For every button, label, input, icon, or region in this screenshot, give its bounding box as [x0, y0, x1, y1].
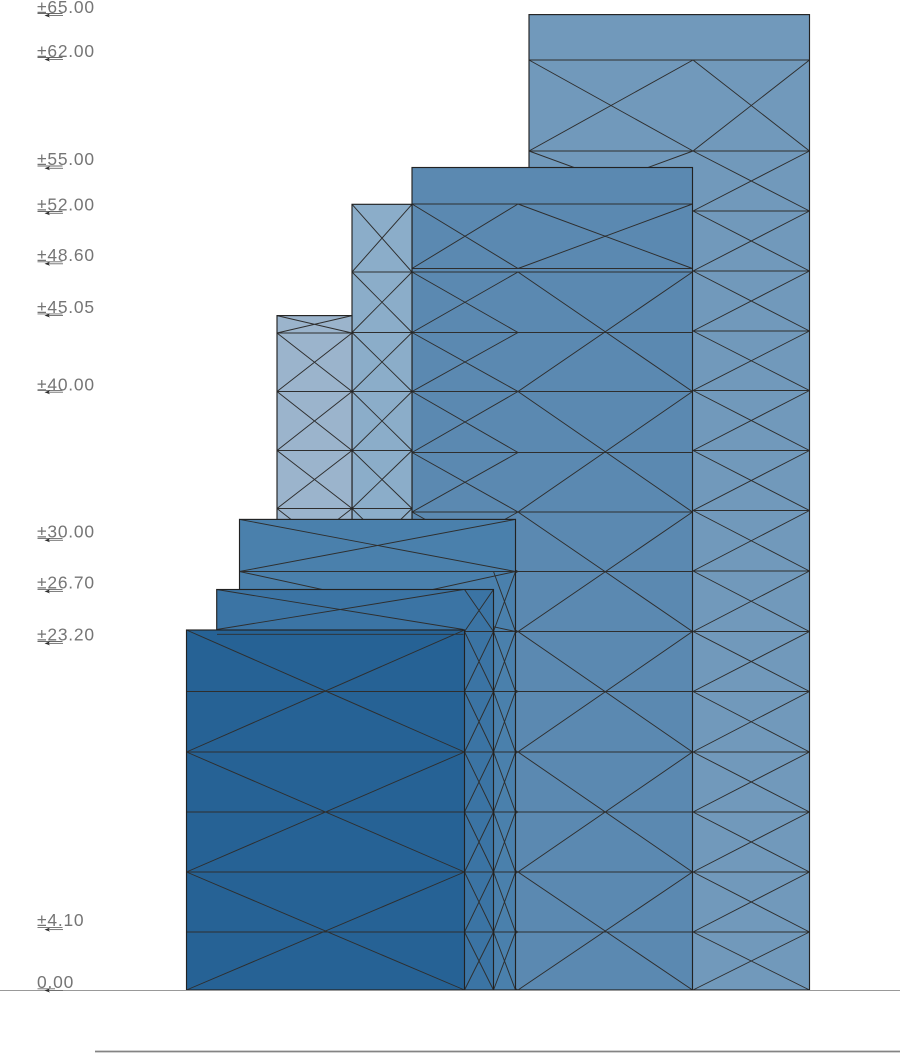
- svg-text:±26.70: ±26.70: [37, 573, 95, 593]
- svg-text:±45.05: ±45.05: [37, 297, 95, 317]
- svg-text:±48.60: ±48.60: [37, 245, 95, 265]
- svg-text:±30.00: ±30.00: [37, 521, 95, 541]
- svg-text:±62.00: ±62.00: [37, 41, 95, 61]
- svg-text:±52.00: ±52.00: [37, 195, 95, 215]
- svg-text:±23.20: ±23.20: [37, 625, 95, 645]
- svg-text:±40.00: ±40.00: [37, 374, 95, 394]
- svg-text:0.00: 0.00: [37, 972, 74, 992]
- svg-text:±55.00: ±55.00: [37, 149, 95, 169]
- svg-text:±4.10: ±4.10: [37, 910, 84, 930]
- svg-text:±65.00: ±65.00: [37, 0, 95, 17]
